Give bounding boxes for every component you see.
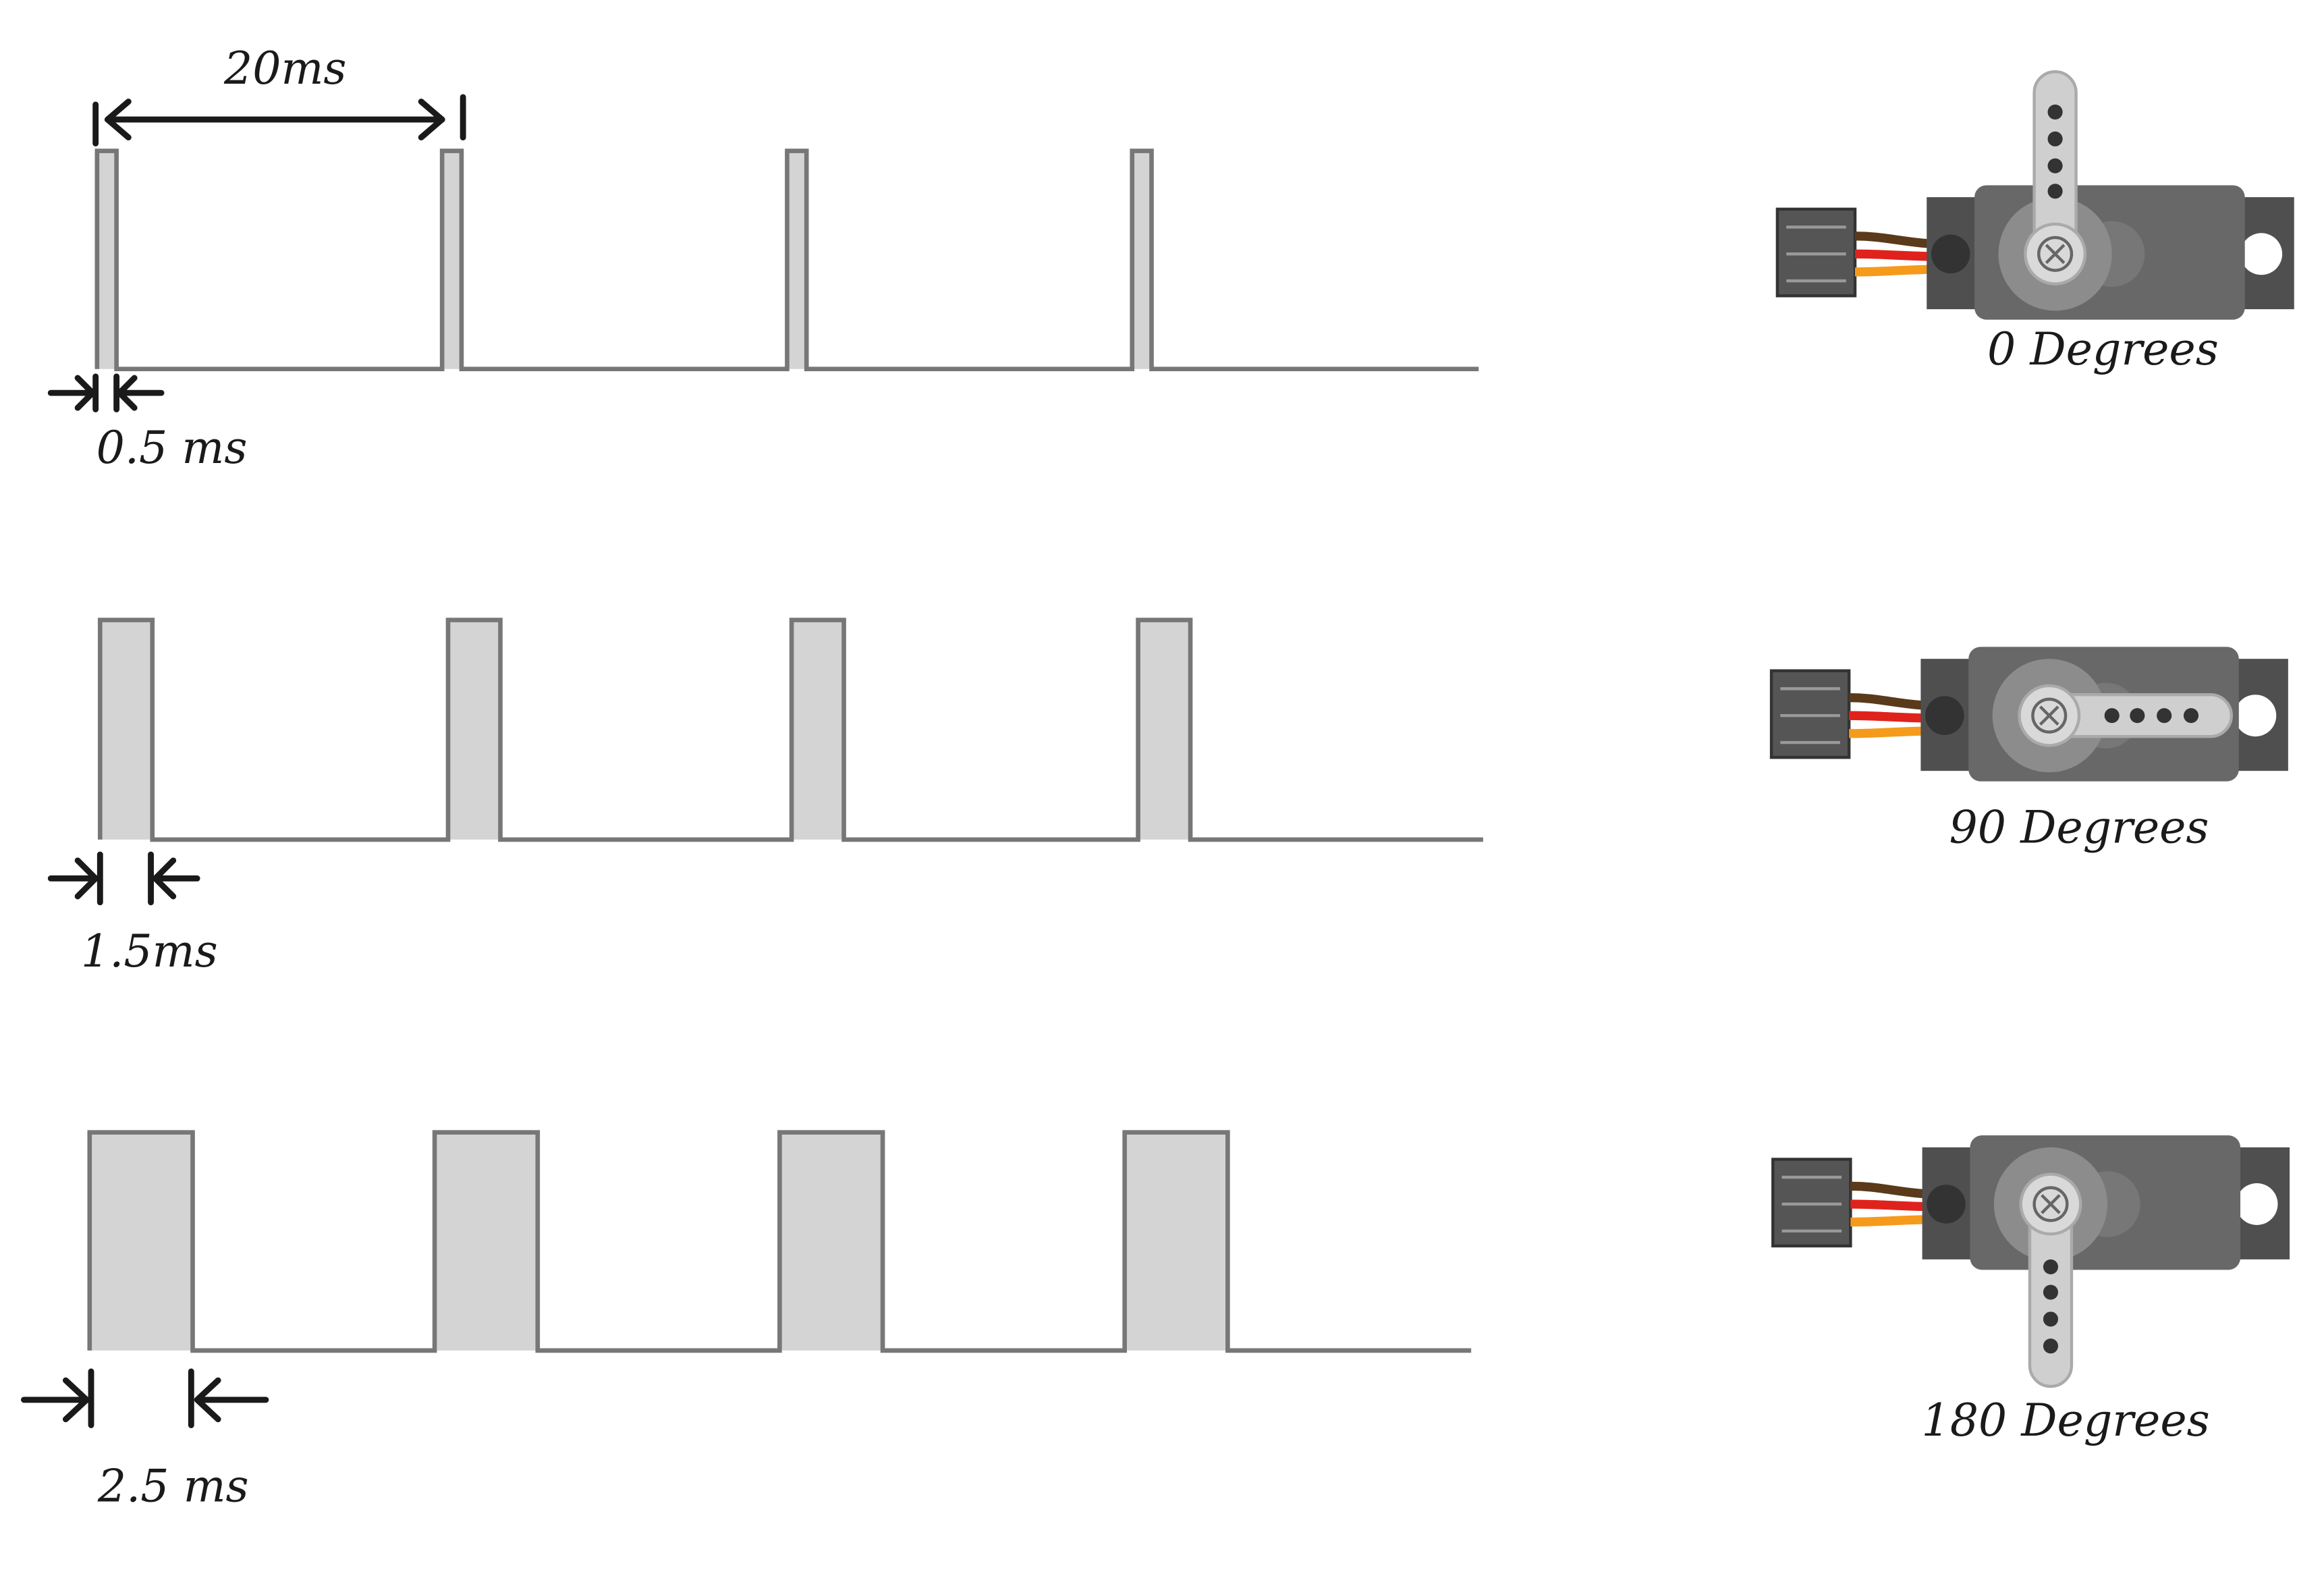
width-arrow [47,851,200,906]
pulse-width-label: 0.5 ms [96,421,248,474]
pulse-width-label: 1.5ms [81,925,218,977]
pwm-waveform [94,148,1479,372]
servo [1771,647,2288,781]
pulse [792,620,844,840]
period-arrow [92,94,466,146]
pulse [1124,1132,1228,1351]
pulse [779,1132,883,1351]
position-label: 180 Degrees [1921,1394,2209,1446]
period-label: 20ms [223,42,347,94]
servo [1777,72,2294,319]
pulse [96,151,117,369]
position-label: 0 Degrees [1987,323,2219,375]
signal-line [97,618,1483,842]
pulse [448,620,501,840]
pulse [1138,620,1191,840]
pulse-width-label: 2.5 ms [97,1459,249,1512]
pulse [787,151,807,369]
servo [1773,1135,2290,1386]
pulse [435,1132,538,1351]
position-label: 90 Degrees [1949,800,2209,853]
signal-line [94,148,1479,372]
width-arrow [47,373,165,412]
pwm-waveform [87,1130,1472,1353]
pulse [442,151,462,369]
pulse [89,1132,193,1351]
pwm-waveform [97,618,1483,842]
pulse [100,620,153,840]
pulse [1132,151,1152,369]
signal-line [87,1130,1472,1353]
width-arrow [20,1368,269,1428]
